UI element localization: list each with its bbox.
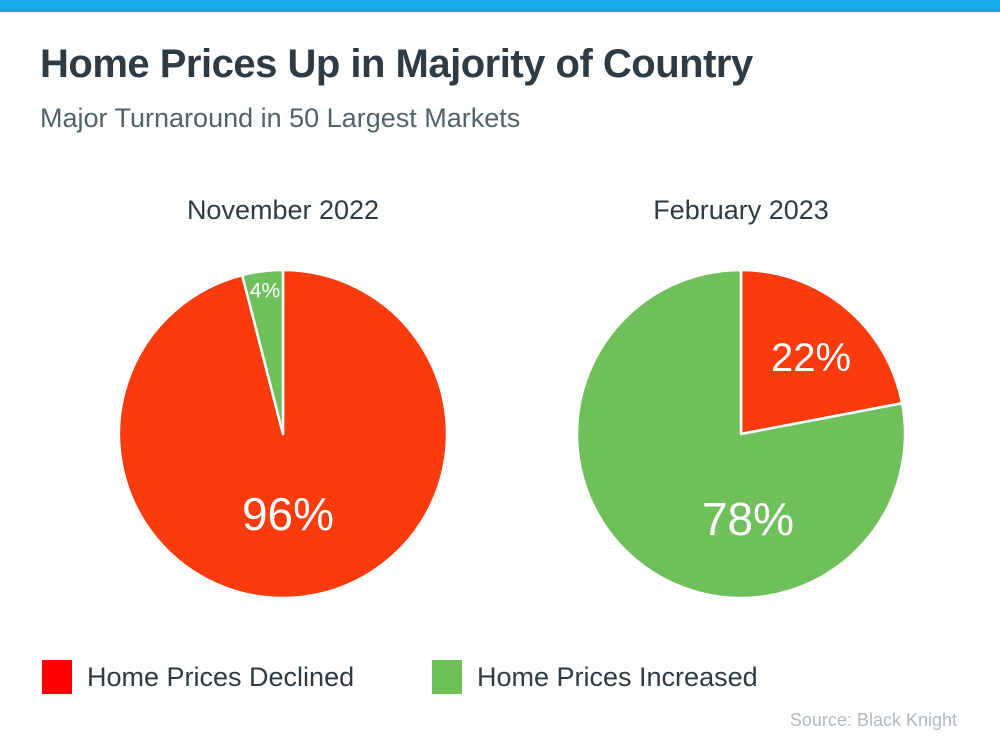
legend-item-increased: Home Prices Increased xyxy=(432,660,758,694)
pie-slice xyxy=(240,268,285,436)
legend-label-declined: Home Prices Declined xyxy=(87,661,355,692)
pie-slice xyxy=(117,268,449,600)
pie-slice xyxy=(575,268,907,600)
legend-swatch-increased xyxy=(432,660,462,694)
page-title: Home Prices Up in Majority of Country xyxy=(40,42,753,86)
pie-slice-label: 4% xyxy=(250,280,280,303)
pie-slice xyxy=(739,268,904,436)
pie-chart-november-2022: 96% 4% xyxy=(117,268,449,600)
pie-slice-label: 78% xyxy=(702,493,794,545)
legend-swatch-declined xyxy=(42,660,72,694)
pie-slice-label: 22% xyxy=(771,336,851,380)
pie-chart-february-2023: 22% 78% xyxy=(575,268,907,600)
top-accent-bar xyxy=(0,0,1000,12)
legend-item-declined: Home Prices Declined xyxy=(42,660,354,694)
pie-slice-label: 96% xyxy=(242,488,334,540)
source-attribution: Source: Black Knight xyxy=(789,710,957,730)
page-subtitle: Major Turnaround in 50 Largest Markets xyxy=(40,103,521,133)
chart-title-november-2022: November 2022 xyxy=(186,195,380,225)
chart-title-february-2023: February 2023 xyxy=(653,195,829,225)
legend-label-increased: Home Prices Increased xyxy=(477,661,758,692)
